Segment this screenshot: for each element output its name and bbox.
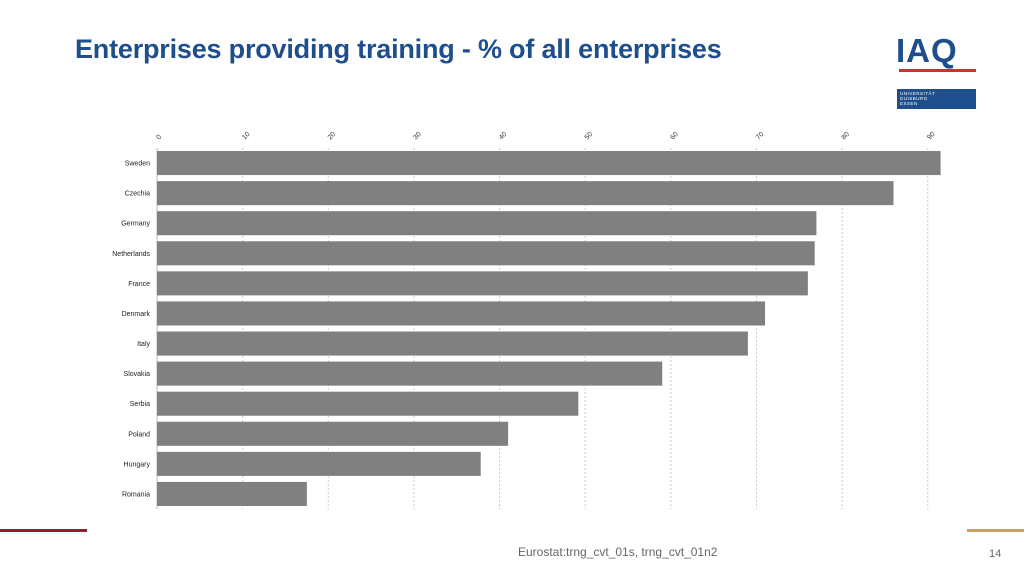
x-tick-label: 10 <box>241 131 252 142</box>
x-tick-label: 30 <box>412 131 423 142</box>
bar <box>157 331 748 356</box>
footer-accent-right <box>967 529 1024 532</box>
category-label: Italy <box>137 341 150 348</box>
x-tick-label: 0 <box>155 134 163 142</box>
iaq-logo-underline <box>899 69 976 72</box>
category-label: Serbia <box>130 401 150 408</box>
footer-accent-left <box>0 529 87 532</box>
category-label: France <box>128 281 150 288</box>
bar <box>157 421 509 446</box>
category-label: Sweden <box>125 161 150 168</box>
page-number: 14 <box>989 548 1002 560</box>
university-logo-line1: UNIVERSITÄT <box>900 91 936 96</box>
x-tick-label: 60 <box>669 131 680 142</box>
bar <box>157 271 808 296</box>
slide-title: Enterprises providing training - % of al… <box>75 34 722 64</box>
category-label: Poland <box>128 431 150 438</box>
category-label: Denmark <box>122 311 151 318</box>
x-tick-label: 20 <box>327 131 338 142</box>
university-logo-line3: ESSEN <box>900 101 918 106</box>
category-label: Germany <box>121 221 150 228</box>
x-tick-label: 50 <box>584 131 595 142</box>
x-tick-label: 40 <box>498 131 509 142</box>
category-label: Romania <box>122 491 150 498</box>
category-label: Hungary <box>124 461 151 468</box>
x-tick-label: 90 <box>926 131 937 142</box>
source-note: Eurostat:trng_cvt_01s, trng_cvt_01n2 <box>518 545 718 559</box>
x-tick-label: 80 <box>841 131 852 142</box>
university-logo-line2: DUISBURG <box>900 96 928 101</box>
bar <box>157 151 941 176</box>
iaq-logo-text: IAQ <box>896 32 958 69</box>
bar <box>157 451 481 476</box>
iaq-logo: IAQ <box>896 33 976 73</box>
bar <box>157 241 815 266</box>
category-label: Slovakia <box>124 371 151 378</box>
bar <box>157 481 307 506</box>
bar <box>157 211 817 236</box>
category-label: Czechia <box>125 191 150 198</box>
university-logo: UNIVERSITÄT DUISBURG ESSEN <box>897 89 976 109</box>
bar <box>157 361 663 386</box>
bar <box>157 301 766 326</box>
bar <box>157 391 579 416</box>
x-tick-label: 70 <box>755 131 766 142</box>
category-label: Netherlands <box>112 251 150 258</box>
bar <box>157 181 894 206</box>
